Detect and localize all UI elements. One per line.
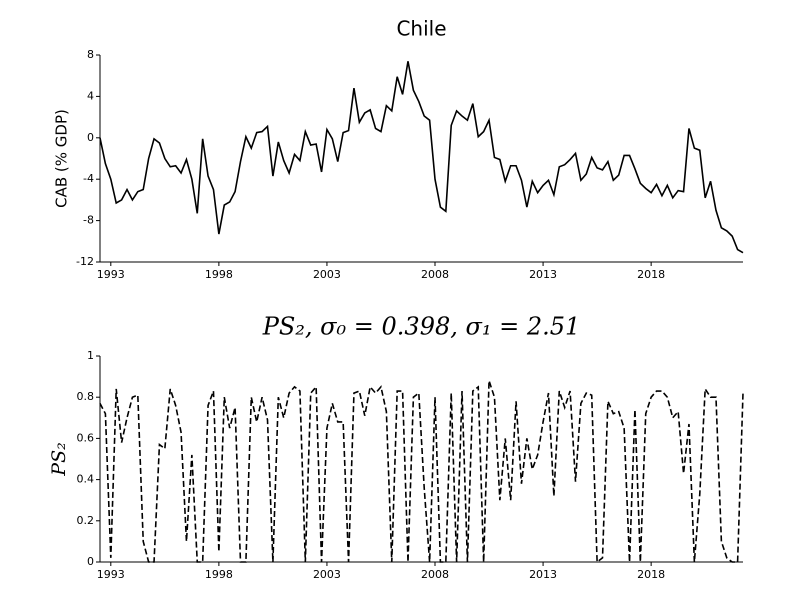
y-tick-label: 0.2 (77, 514, 95, 527)
y-tick-label: 4 (87, 89, 94, 102)
x-tick-label: 2008 (421, 568, 449, 581)
x-tick-label: 1998 (205, 268, 233, 281)
chart-title: PS₂, σ₀ = 0.398, σ₁ = 2.51 (262, 313, 581, 341)
y-tick-label: 0.6 (77, 431, 95, 444)
x-tick-label: 2013 (529, 568, 557, 581)
y-tick-label: -8 (83, 214, 94, 227)
y-axis-label: CAB (% GDP) (53, 109, 71, 208)
data-line (99, 61, 744, 254)
y-tick-label: 0 (87, 555, 94, 568)
y-tick-label: -4 (83, 172, 94, 185)
y-tick-label: 0.4 (77, 473, 95, 486)
x-tick-label: 2008 (421, 268, 449, 281)
chart-title: Chile (396, 17, 446, 41)
y-tick-label: 0 (87, 131, 94, 144)
x-tick-label: 1993 (97, 568, 125, 581)
x-tick-label: 2018 (637, 568, 665, 581)
x-tick-label: 2013 (529, 268, 557, 281)
data-line (99, 380, 744, 564)
y-tick-label: -12 (76, 255, 94, 268)
x-tick-label: 2003 (313, 568, 341, 581)
x-tick-label: 1993 (97, 268, 125, 281)
x-tick-label: 1998 (205, 568, 233, 581)
y-tick-label: 8 (87, 48, 94, 61)
y-tick-label: 1 (87, 349, 94, 362)
x-tick-label: 2018 (637, 268, 665, 281)
y-axis-label: PS₂ (48, 442, 70, 476)
y-tick-label: 0.8 (77, 390, 95, 403)
x-tick-label: 2003 (313, 268, 341, 281)
